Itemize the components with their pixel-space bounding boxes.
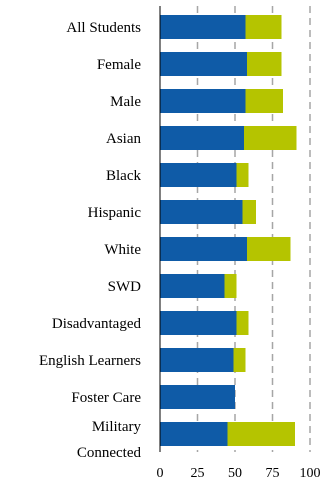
gridlines <box>196 6 311 452</box>
bars <box>160 15 297 446</box>
x-tick-label-75: 75 <box>266 466 280 481</box>
bar-english-learners-segment-2 <box>233 348 246 372</box>
bar-hispanic-segment-2 <box>242 200 256 224</box>
x-tick-label-25: 25 <box>191 466 205 481</box>
x-tick-label-0: 0 <box>157 466 164 481</box>
bar-military-connected-segment-1 <box>160 422 228 446</box>
bar-male-segment-1 <box>160 89 246 113</box>
bar-foster-care-segment-1 <box>160 385 235 409</box>
category-label-swd: SWD <box>108 279 142 295</box>
category-label-all-students: All Students <box>66 20 141 36</box>
category-label-female: Female <box>97 57 141 73</box>
category-label-asian: Asian <box>106 131 141 147</box>
bar-black-segment-2 <box>236 163 249 187</box>
bar-all-students-segment-2 <box>245 15 282 39</box>
category-label-english-learners: English Learners <box>39 353 141 369</box>
category-label-foster-care: Foster Care <box>71 390 141 406</box>
bar-english-learners-segment-1 <box>160 348 234 372</box>
bar-swd-segment-2 <box>224 274 237 298</box>
bar-hispanic-segment-1 <box>160 200 243 224</box>
x-tick-labels: 0 25 50 75 100 <box>157 466 320 481</box>
bar-male-segment-2 <box>245 89 283 113</box>
bar-female-segment-2 <box>247 52 282 76</box>
bar-white-segment-1 <box>160 237 247 261</box>
bar-asian-segment-2 <box>244 126 297 150</box>
bar-military-connected-segment-2 <box>227 422 295 446</box>
category-label-military-connected: Military Connected <box>77 419 142 461</box>
category-label-hispanic: Hispanic <box>88 205 142 221</box>
bar-all-students-segment-1 <box>160 15 246 39</box>
bar-disadvantaged-segment-1 <box>160 311 237 335</box>
bar-swd-segment-1 <box>160 274 225 298</box>
bar-black-segment-1 <box>160 163 237 187</box>
bar-asian-segment-1 <box>160 126 244 150</box>
category-label-disadvantaged: Disadvantaged <box>52 316 142 332</box>
category-label-male: Male <box>110 94 141 110</box>
x-tick-label-50: 50 <box>228 466 242 481</box>
category-labels: All Students Female Male Asian Black Hispanic… <box>39 20 142 461</box>
bar-female-segment-1 <box>160 52 247 76</box>
bar-disadvantaged-segment-2 <box>236 311 249 335</box>
category-label-white: White <box>104 242 141 258</box>
bar-white-segment-2 <box>247 237 291 261</box>
x-tick-label-100: 100 <box>300 466 320 481</box>
category-label-black: Black <box>106 168 141 184</box>
